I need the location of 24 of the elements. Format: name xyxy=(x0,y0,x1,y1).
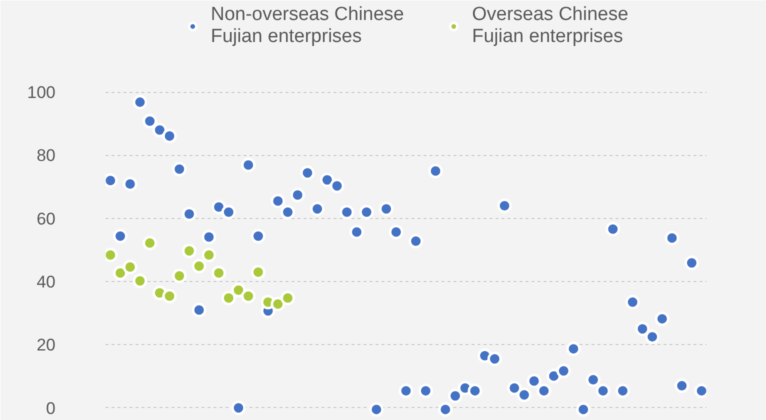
point xyxy=(212,266,226,280)
point xyxy=(122,260,138,274)
y-tick-label: 20 xyxy=(36,336,56,355)
y-tick-label: 60 xyxy=(36,209,56,228)
point xyxy=(202,248,216,262)
point xyxy=(231,282,246,298)
legend-label: Non-overseas Chinese Fujian enterprises xyxy=(210,4,404,48)
point xyxy=(221,290,236,306)
point xyxy=(113,266,128,280)
point xyxy=(172,268,187,284)
y-tick-label: 80 xyxy=(36,146,56,166)
point xyxy=(241,288,256,304)
y-tick-label: 40 xyxy=(36,272,56,292)
point xyxy=(182,244,196,258)
point xyxy=(132,274,148,288)
point xyxy=(270,296,286,312)
point xyxy=(142,236,158,250)
y-tick-label: 100 xyxy=(27,83,56,102)
point xyxy=(280,290,296,306)
y-tick-label: 0 xyxy=(46,398,56,418)
point xyxy=(192,258,206,274)
legend-label: Overseas Chinese Fujian enterprises xyxy=(472,4,628,48)
point xyxy=(250,264,266,280)
point xyxy=(162,288,177,304)
